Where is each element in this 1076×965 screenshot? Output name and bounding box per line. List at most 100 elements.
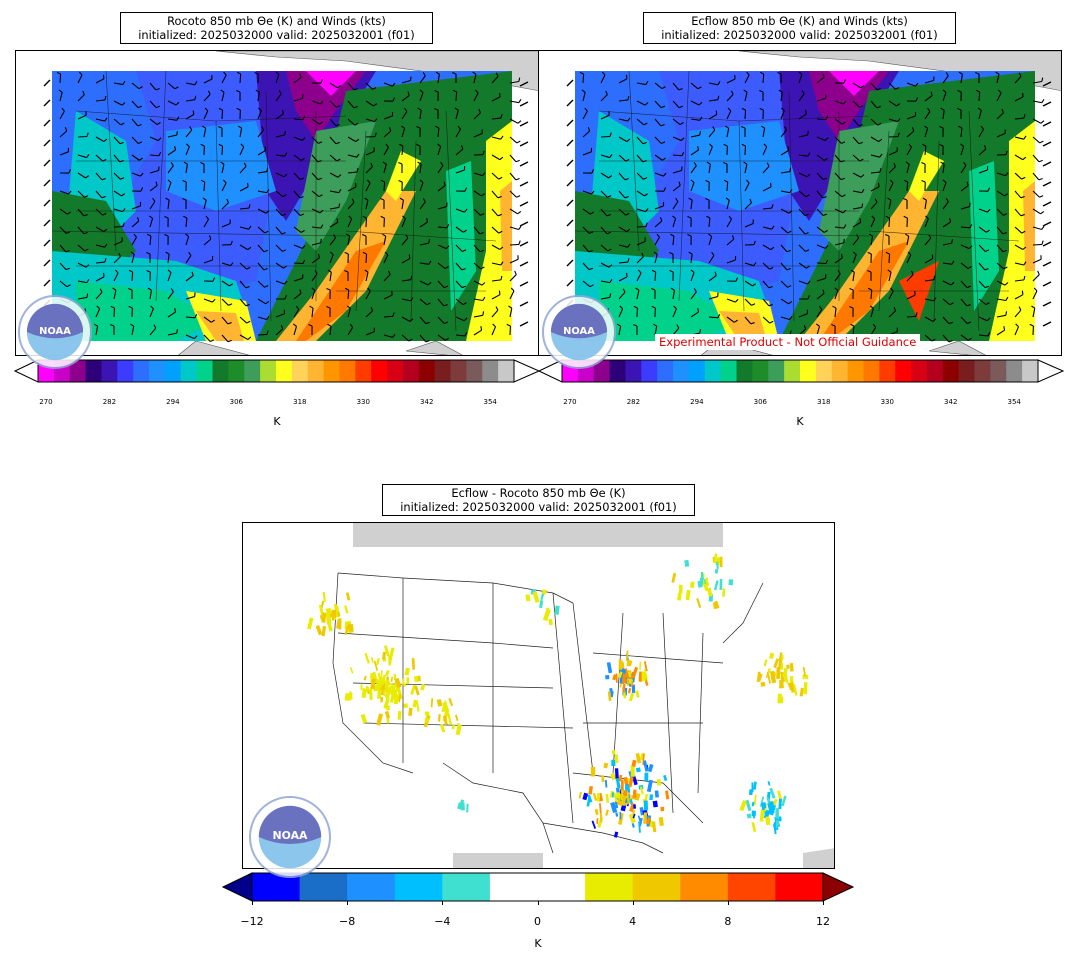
- wind-barb: [275, 328, 284, 336]
- wind-barb: [996, 172, 1006, 177]
- wind-barb: [185, 255, 192, 264]
- wind-barb: [365, 166, 373, 174]
- colorbar-segment: [593, 360, 611, 382]
- wind-barb: [77, 94, 85, 102]
- wind-barb: [798, 328, 807, 336]
- wind-barb: [311, 136, 319, 144]
- wind-barb: [1014, 208, 1022, 217]
- svg-text:NOAA: NOAA: [39, 326, 71, 337]
- wind-barb: [383, 164, 387, 174]
- wind-barb: [960, 316, 968, 324]
- wind-barb: [708, 114, 718, 120]
- wind-barb: [618, 118, 628, 122]
- wind-barb: [924, 200, 927, 210]
- wind-barb: [708, 217, 711, 228]
- wind-barb: [816, 118, 827, 121]
- wind-barb: [221, 280, 230, 287]
- wind-barb: [203, 181, 206, 192]
- wind-barb: [618, 276, 628, 282]
- wind-barb: [960, 206, 970, 210]
- wind-barb: [473, 244, 481, 253]
- wind-barb: [131, 220, 140, 228]
- wind-barb: [618, 261, 629, 264]
- wind-barb: [149, 118, 158, 125]
- wind-barb: [221, 316, 229, 325]
- wind-barb: [419, 92, 424, 102]
- wind-barb: [978, 226, 987, 233]
- wind-barb: [690, 118, 700, 121]
- wind-barb: [960, 298, 968, 307]
- wind-barb: [59, 262, 67, 271]
- wind-barb: [185, 236, 190, 246]
- ecflow-map: [538, 50, 1062, 356]
- wind-barb: [257, 262, 265, 271]
- ecflow-theta-field: [539, 51, 1061, 355]
- wind-barb: [762, 280, 770, 289]
- wind-barb: [383, 130, 392, 138]
- wind-barb: [906, 82, 916, 87]
- wind-barb: [347, 100, 355, 109]
- colorbar-tick-mark: [632, 901, 634, 905]
- wind-barb: [509, 208, 518, 215]
- wind-barb: [329, 272, 332, 282]
- wind-barb: [509, 154, 517, 163]
- wind-barb: [275, 134, 285, 138]
- wind-barb: [203, 259, 213, 264]
- wind-barb: [239, 128, 243, 138]
- wind-barb: [167, 165, 174, 174]
- wind-barb: [221, 298, 229, 306]
- colorbar-tick-label: 318: [293, 398, 307, 406]
- wind-barb: [149, 235, 152, 246]
- difference-field: [307, 523, 834, 868]
- wind-barb: [708, 255, 715, 264]
- wind-barb: [77, 280, 87, 284]
- wind-barb: [167, 82, 176, 90]
- wind-barb: [185, 99, 195, 102]
- wind-barb: [221, 334, 229, 343]
- wind-barb: [726, 110, 732, 120]
- colorbar-tick-label: 306: [229, 398, 244, 406]
- wind-barb: [419, 280, 429, 286]
- colorbar-tick-label: 270: [563, 398, 577, 406]
- colorbar-segment: [800, 360, 817, 382]
- wind-barb: [960, 165, 967, 174]
- wind-barb: [888, 166, 896, 174]
- wind-barb: [870, 289, 873, 300]
- wind-barb: [293, 326, 298, 336]
- wind-barb: [618, 172, 626, 181]
- wind-barb: [113, 240, 123, 246]
- wind-barb: [491, 309, 499, 318]
- wind-barb: [870, 136, 880, 143]
- colorbar-tick-label: 342: [420, 398, 434, 406]
- wind-barb: [906, 146, 912, 156]
- wind-barb: [77, 114, 87, 120]
- wind-barb: [509, 243, 520, 246]
- ecflow-title-line2: initialized: 2025032000 valid: 202503200…: [661, 28, 938, 42]
- colorbar-segment: [434, 360, 452, 382]
- wind-barb: [239, 334, 249, 340]
- wind-barb: [311, 208, 321, 214]
- wind-barb: [1014, 190, 1022, 199]
- wind-barb: [239, 186, 249, 192]
- wind-barb: [672, 136, 682, 142]
- wind-barb: [1014, 96, 1024, 102]
- wind-barb: [131, 254, 135, 264]
- rocoto-theta-field: [16, 51, 538, 355]
- wind-barb: [293, 97, 303, 102]
- wind-barb: [1032, 190, 1040, 198]
- wind-barb: [798, 154, 808, 157]
- wind-barb: [816, 277, 826, 282]
- wind-barb: [131, 82, 140, 90]
- wind-barb: [996, 262, 1005, 270]
- wind-barb: [77, 74, 83, 84]
- wind-barb: [149, 218, 154, 228]
- rocoto-title-line1: Rocoto 850 mb Θe (K) and Winds (kts): [167, 14, 386, 28]
- wind-barb: [708, 82, 718, 86]
- wind-barb: [762, 128, 766, 138]
- wind-barb: [401, 145, 404, 156]
- wind-barb: [167, 200, 170, 210]
- wind-barb: [473, 132, 483, 138]
- colorbar-segment: [196, 360, 214, 382]
- wind-barb: [978, 208, 988, 213]
- colorbar-tick-label: −8: [339, 915, 356, 928]
